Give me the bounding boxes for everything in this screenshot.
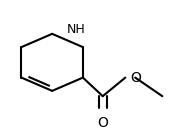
- Text: NH: NH: [67, 23, 86, 36]
- Text: O: O: [130, 71, 141, 85]
- Text: O: O: [97, 116, 108, 130]
